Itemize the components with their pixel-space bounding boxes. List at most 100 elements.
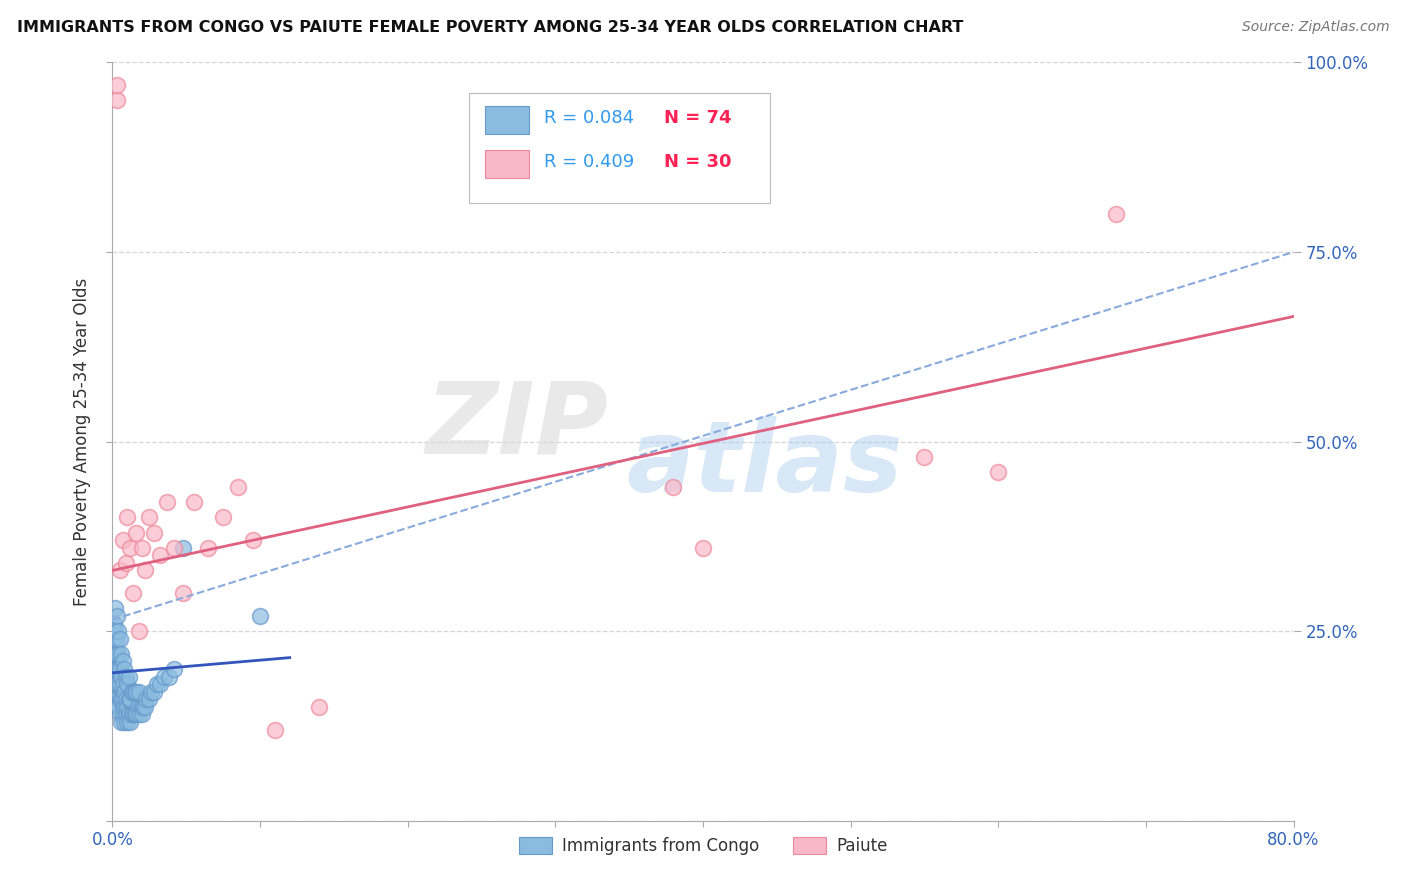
Point bbox=[105, 662, 128, 676]
Point bbox=[142, 685, 165, 699]
Point bbox=[242, 533, 264, 548]
Point bbox=[114, 556, 136, 570]
Point bbox=[692, 541, 714, 555]
Text: IMMIGRANTS FROM CONGO VS PAIUTE FEMALE POVERTY AMONG 25-34 YEAR OLDS CORRELATION: IMMIGRANTS FROM CONGO VS PAIUTE FEMALE P… bbox=[17, 20, 963, 35]
Point bbox=[134, 564, 156, 578]
Point bbox=[131, 541, 153, 555]
Point bbox=[103, 662, 125, 676]
Point bbox=[163, 662, 186, 676]
Point bbox=[118, 669, 141, 683]
Text: R = 0.084: R = 0.084 bbox=[544, 109, 634, 127]
Point bbox=[120, 541, 142, 555]
Point bbox=[122, 586, 145, 600]
Point bbox=[103, 632, 125, 646]
Point bbox=[125, 707, 148, 722]
Point bbox=[163, 541, 186, 555]
Point bbox=[112, 699, 135, 714]
Point bbox=[149, 548, 172, 563]
Point bbox=[125, 525, 148, 540]
Point bbox=[117, 699, 138, 714]
Point bbox=[157, 669, 180, 683]
Point bbox=[107, 699, 129, 714]
Point bbox=[131, 707, 153, 722]
Point bbox=[111, 692, 134, 706]
Text: ZIP: ZIP bbox=[426, 378, 609, 475]
Point bbox=[156, 495, 179, 509]
Point bbox=[105, 608, 128, 623]
Point bbox=[128, 707, 150, 722]
Point bbox=[110, 647, 132, 661]
Point bbox=[138, 510, 160, 524]
Point bbox=[108, 677, 131, 691]
Point bbox=[124, 685, 146, 699]
Point bbox=[105, 692, 128, 706]
Y-axis label: Female Poverty Among 25-34 Year Olds: Female Poverty Among 25-34 Year Olds bbox=[73, 277, 91, 606]
Legend: Immigrants from Congo, Paiute: Immigrants from Congo, Paiute bbox=[512, 830, 894, 862]
Point bbox=[120, 715, 142, 730]
Point bbox=[112, 715, 135, 730]
Point bbox=[103, 647, 125, 661]
Text: N = 30: N = 30 bbox=[664, 153, 731, 170]
Point bbox=[111, 655, 134, 669]
Point bbox=[146, 677, 169, 691]
Point bbox=[129, 699, 152, 714]
Point bbox=[138, 692, 160, 706]
Point bbox=[110, 715, 132, 730]
Point bbox=[103, 616, 125, 631]
Point bbox=[108, 707, 131, 722]
Point bbox=[132, 699, 155, 714]
Point bbox=[114, 707, 136, 722]
Point bbox=[987, 465, 1010, 479]
Point bbox=[128, 685, 150, 699]
Point bbox=[105, 94, 128, 108]
Point bbox=[121, 685, 143, 699]
Point bbox=[142, 525, 165, 540]
Point bbox=[308, 699, 330, 714]
Text: Source: ZipAtlas.com: Source: ZipAtlas.com bbox=[1241, 20, 1389, 34]
Bar bbox=[485, 150, 530, 178]
Point bbox=[110, 669, 132, 683]
Point bbox=[120, 692, 142, 706]
Point bbox=[107, 662, 129, 676]
Point bbox=[135, 692, 157, 706]
Point bbox=[107, 647, 129, 661]
Point bbox=[212, 510, 235, 524]
Point bbox=[117, 677, 138, 691]
Point bbox=[108, 662, 131, 676]
Point bbox=[1105, 207, 1128, 221]
Point bbox=[662, 480, 685, 494]
Point bbox=[153, 669, 176, 683]
Point bbox=[172, 541, 194, 555]
Point bbox=[105, 78, 128, 92]
Point bbox=[105, 632, 128, 646]
Point bbox=[104, 601, 127, 615]
Point bbox=[124, 707, 146, 722]
Point bbox=[104, 662, 127, 676]
Point bbox=[107, 624, 129, 639]
Point bbox=[249, 608, 271, 623]
Point bbox=[104, 677, 127, 691]
Point bbox=[264, 723, 287, 737]
Point bbox=[114, 669, 136, 683]
Point bbox=[197, 541, 219, 555]
Point bbox=[104, 624, 127, 639]
Point bbox=[226, 480, 249, 494]
Point bbox=[122, 707, 145, 722]
Point bbox=[125, 685, 148, 699]
Point bbox=[110, 692, 132, 706]
Point bbox=[914, 450, 936, 464]
Point bbox=[108, 692, 131, 706]
Point bbox=[117, 715, 138, 730]
Text: R = 0.409: R = 0.409 bbox=[544, 153, 634, 170]
Point bbox=[122, 685, 145, 699]
Point bbox=[107, 677, 129, 691]
Point bbox=[118, 707, 141, 722]
FancyBboxPatch shape bbox=[470, 93, 770, 202]
Point bbox=[128, 624, 150, 639]
Point bbox=[127, 699, 149, 714]
Point bbox=[183, 495, 205, 509]
Point bbox=[111, 677, 134, 691]
Point bbox=[112, 685, 135, 699]
Point bbox=[108, 564, 131, 578]
Point bbox=[149, 677, 172, 691]
